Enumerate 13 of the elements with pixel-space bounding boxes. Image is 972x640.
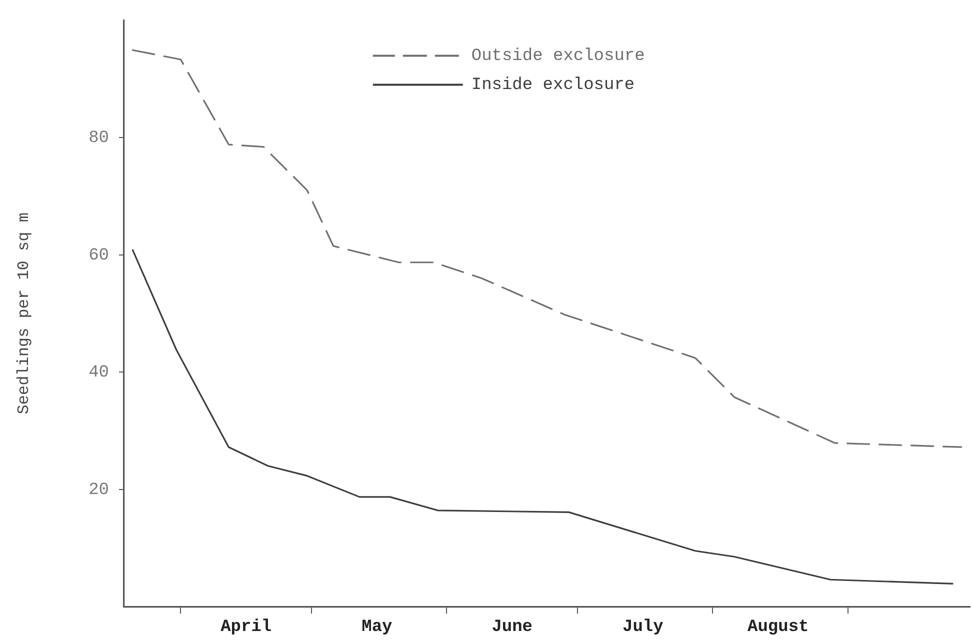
y-tick-label: 20 (88, 480, 109, 500)
y-axis-title: Seedlings per 10 sq m (14, 212, 33, 414)
y-tick-label: 60 (88, 246, 109, 266)
x-tick-label: May (362, 618, 392, 638)
y-tick-label: 40 (88, 364, 109, 383)
x-tick-label: April (220, 618, 272, 638)
x-tick-label: July (622, 618, 664, 638)
x-tick-label: August (748, 618, 809, 638)
x-tick-label: June (492, 618, 533, 638)
text: Inside exclosure (471, 76, 635, 96)
y-tick-label: 80 (88, 128, 109, 148)
line-series (132, 49, 962, 448)
text: Outside exclosure (471, 47, 645, 66)
